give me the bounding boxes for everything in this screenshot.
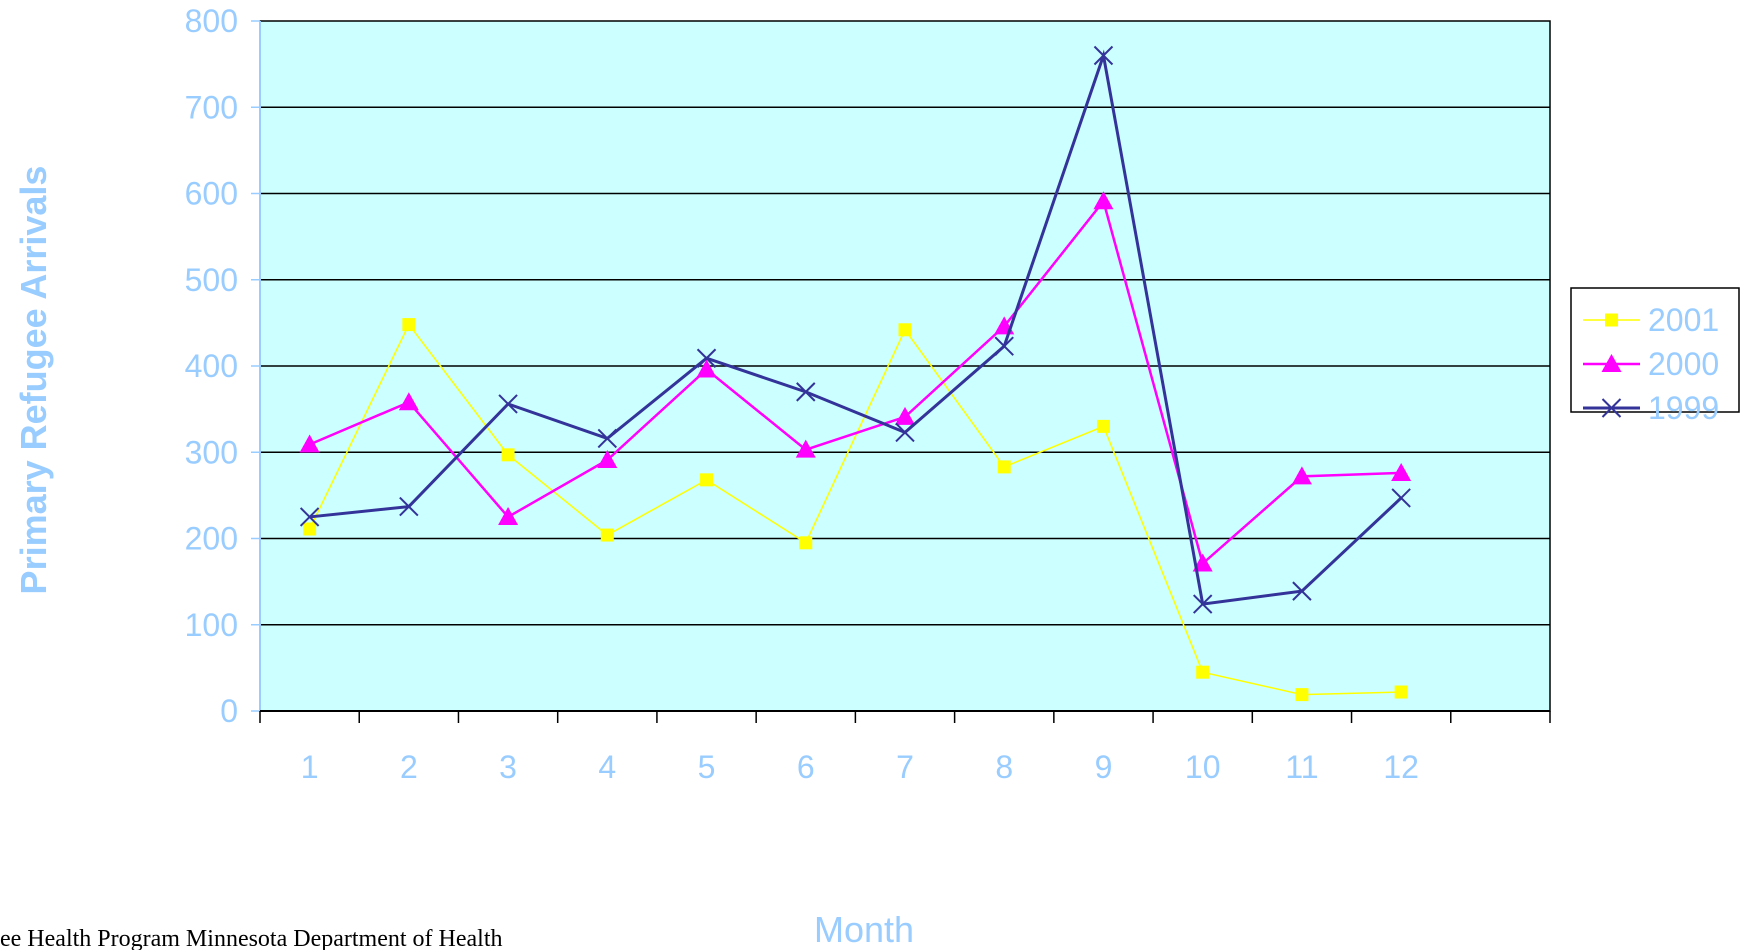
point-1999-2 <box>399 496 419 517</box>
point-2000-2 <box>398 392 419 411</box>
point-1999-12 <box>1391 488 1411 508</box>
point-2000-3 <box>498 506 519 525</box>
point-2000-5 <box>696 359 717 378</box>
point-2001-5 <box>700 473 714 487</box>
y-tick-label-700: 700 <box>185 89 238 125</box>
x-tick-label-1: 1 <box>301 749 319 785</box>
point-2000-11 <box>1291 466 1312 485</box>
y-tick-label-300: 300 <box>185 434 238 470</box>
x-tick-label-9: 9 <box>1095 749 1113 785</box>
series-line-2000 <box>309 198 1402 566</box>
legend: 2001 2000 1999 <box>1570 287 1740 426</box>
point-1999-11 <box>1292 581 1312 601</box>
legend-item-2000: 2000 <box>1583 346 1719 382</box>
x-tick-label-7: 7 <box>896 749 914 785</box>
legend-marker-2001 <box>1605 313 1618 327</box>
y-tick-label-500: 500 <box>185 262 238 298</box>
point-1999-4 <box>597 428 618 449</box>
series-1999 <box>299 45 1411 614</box>
point-2000-6 <box>795 439 816 458</box>
legend-label-2000: 2000 <box>1648 346 1719 382</box>
point-2001-3 <box>501 448 515 462</box>
legend-box <box>1570 287 1740 413</box>
legend-label-1999: 1999 <box>1648 390 1719 426</box>
legend-item-1999: 1999 <box>1583 390 1719 426</box>
y-tick-label-0: 0 <box>220 693 238 729</box>
legend-label-2001: 2001 <box>1648 302 1719 338</box>
point-2001-11 <box>1295 688 1309 702</box>
x-tick-labels: 1 2 3 4 5 6 7 8 9 10 11 12 <box>301 749 1419 785</box>
point-1999-8 <box>994 336 1014 356</box>
point-2001-4 <box>600 528 614 542</box>
gridlines <box>260 106 1550 626</box>
x-tick-label-12: 12 <box>1383 749 1419 785</box>
legend-item-2001: 2001 <box>1583 302 1719 338</box>
point-2000-9 <box>1093 191 1114 210</box>
x-tick-label-11: 11 <box>1285 749 1318 785</box>
point-2001-12 <box>1394 685 1408 699</box>
y-tick-label-600: 600 <box>185 176 238 212</box>
axes <box>251 20 1551 723</box>
x-tick-label-10: 10 <box>1185 749 1221 785</box>
point-2000-12 <box>1391 462 1412 481</box>
point-1999-1 <box>299 507 320 527</box>
point-2000-7 <box>895 406 915 425</box>
x-tick-label-2: 2 <box>400 749 418 785</box>
series-2000 <box>299 191 1412 572</box>
legend-marker-2000 <box>1601 354 1622 372</box>
point-1999-10 <box>1192 594 1213 614</box>
point-2001-1 <box>303 522 317 536</box>
x-tick-label-3: 3 <box>499 749 517 785</box>
series-2001 <box>303 318 1408 702</box>
x-axis-label: Month <box>814 909 914 950</box>
point-2000-4 <box>597 450 618 469</box>
point-1999-5 <box>696 348 717 368</box>
y-tick-labels: 0 100 200 300 400 500 600 700 800 <box>185 3 238 729</box>
point-2001-6 <box>799 536 813 550</box>
y-axis-label: Primary Refugee Arrivals <box>13 166 54 595</box>
point-2000-1 <box>299 434 320 453</box>
footnote: ee Health Program Minnesota Department o… <box>0 926 503 950</box>
point-2001-8 <box>997 460 1011 474</box>
x-tick-label-6: 6 <box>797 749 815 785</box>
y-tick-label-400: 400 <box>185 348 238 384</box>
point-2000-10 <box>1192 553 1213 572</box>
series-line-1999 <box>309 49 1403 606</box>
point-1999-6 <box>796 382 816 402</box>
legend-marker-1999 <box>1601 398 1622 418</box>
y-tick-label-100: 100 <box>185 607 238 643</box>
point-2001-7 <box>898 323 912 337</box>
y-tick-label-800: 800 <box>185 3 238 39</box>
x-tick-label-4: 4 <box>598 749 616 785</box>
point-2001-10 <box>1196 665 1210 679</box>
point-2001-9 <box>1096 419 1110 433</box>
point-1999-7 <box>895 422 915 443</box>
series-line-2001 <box>308 323 1402 696</box>
x-tick-label-8: 8 <box>995 749 1013 785</box>
point-1999-3 <box>498 394 518 414</box>
point-1999-9 <box>1093 45 1114 66</box>
y-tick-label-200: 200 <box>185 521 238 557</box>
series-layer <box>299 45 1412 702</box>
x-tick-label-5: 5 <box>698 749 716 785</box>
point-2001-2 <box>402 318 416 332</box>
